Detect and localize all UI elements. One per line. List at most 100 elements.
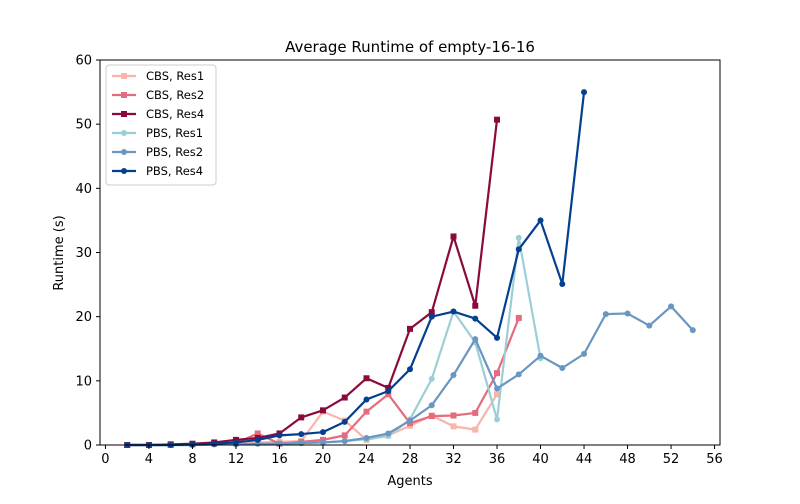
data-point (363, 434, 370, 441)
y-axis-label: Runtime (s) (52, 215, 67, 290)
data-point (602, 311, 609, 318)
data-point (385, 384, 392, 391)
data-point (407, 366, 413, 373)
legend-item: PBS, Res4 (112, 164, 203, 178)
data-point (298, 431, 305, 438)
y-tick-label: 10 (75, 374, 92, 389)
data-point (472, 315, 479, 322)
data-point (232, 439, 239, 446)
data-point (407, 417, 413, 424)
y-tick-label: 20 (75, 310, 92, 325)
legend-label: PBS, Res1 (146, 126, 203, 140)
data-point (515, 314, 522, 321)
data-point (494, 391, 501, 398)
x-tick-label: 32 (445, 452, 462, 467)
data-point (472, 302, 479, 309)
x-tick-label: 40 (532, 452, 549, 467)
data-point (428, 375, 435, 382)
x-tick-label: 24 (358, 452, 375, 467)
data-point (121, 130, 127, 136)
x-tick-label: 12 (228, 452, 245, 467)
data-point (428, 313, 435, 320)
series-pbs-res4 (124, 89, 588, 448)
series-line (126, 90, 586, 447)
data-point (121, 149, 127, 155)
data-point (385, 430, 392, 437)
data-point (254, 436, 261, 443)
data-point (472, 336, 479, 343)
data-point (121, 73, 127, 79)
x-tick-label: 20 (315, 452, 332, 467)
data-point (581, 89, 588, 96)
data-point (341, 394, 348, 401)
x-tick-label: 56 (706, 452, 723, 467)
y-tick-label: 0 (84, 439, 92, 454)
x-tick-label: 36 (489, 452, 506, 467)
legend-item: PBS, Res1 (112, 126, 203, 140)
data-point (428, 402, 435, 409)
data-point (385, 391, 392, 398)
data-point (341, 438, 348, 445)
data-point (559, 280, 566, 287)
data-point (450, 233, 457, 240)
data-point (121, 111, 127, 117)
data-point (450, 372, 457, 379)
x-tick-label: 52 (663, 452, 680, 467)
data-point (363, 375, 370, 382)
data-point (581, 350, 588, 357)
x-tick-label: 28 (402, 452, 419, 467)
y-tick-label: 60 (75, 54, 92, 69)
chart-title: Average Runtime of empty-16-16 (285, 38, 535, 56)
data-point (385, 388, 392, 395)
data-point (363, 396, 370, 403)
y-tick-label: 30 (75, 246, 92, 261)
data-point (450, 423, 457, 430)
legend-item: CBS, Res4 (112, 107, 204, 121)
legend-label: PBS, Res2 (146, 145, 203, 159)
data-point (494, 116, 501, 123)
data-point (450, 412, 457, 419)
legend-item: PBS, Res2 (112, 145, 203, 159)
legend-items: CBS, Res1 CBS, Res2 CBS, Res4 PBS, Res1 PBS,… (112, 69, 204, 178)
data-point (624, 310, 631, 317)
data-point (121, 168, 127, 174)
legend-label: PBS, Res4 (146, 164, 203, 178)
legend-item: CBS, Res1 (112, 69, 204, 83)
x-tick-label: 44 (576, 452, 593, 467)
data-point (494, 416, 501, 423)
legend-item: CBS, Res2 (112, 88, 204, 102)
data-point (407, 325, 413, 332)
data-point (515, 371, 522, 378)
data-point (494, 370, 501, 377)
data-point (276, 432, 283, 439)
data-point (450, 308, 457, 315)
legend-label: CBS, Res4 (146, 107, 204, 121)
y-tick-label: 50 (75, 118, 92, 133)
data-point (472, 409, 479, 416)
data-point (428, 413, 435, 420)
x-tick-label: 0 (101, 452, 109, 467)
x-tick-label: 16 (271, 452, 288, 467)
data-point (494, 334, 501, 341)
data-point (689, 327, 696, 334)
legend-label: CBS, Res1 (146, 69, 204, 83)
data-point (668, 303, 675, 310)
x-tick-label: 4 (145, 452, 153, 467)
x-tick-label: 8 (188, 452, 196, 467)
data-point (298, 414, 305, 421)
data-point (428, 309, 435, 316)
legend-label: CBS, Res2 (146, 88, 204, 102)
data-point (319, 407, 326, 414)
data-point (472, 426, 479, 433)
data-point (211, 440, 218, 447)
data-point (341, 418, 348, 425)
x-axis-label: Agents (387, 474, 432, 489)
data-point (559, 365, 566, 371)
data-point (363, 408, 370, 415)
data-point (341, 432, 348, 439)
x-tick-label: 48 (619, 452, 636, 467)
data-point (646, 322, 653, 329)
